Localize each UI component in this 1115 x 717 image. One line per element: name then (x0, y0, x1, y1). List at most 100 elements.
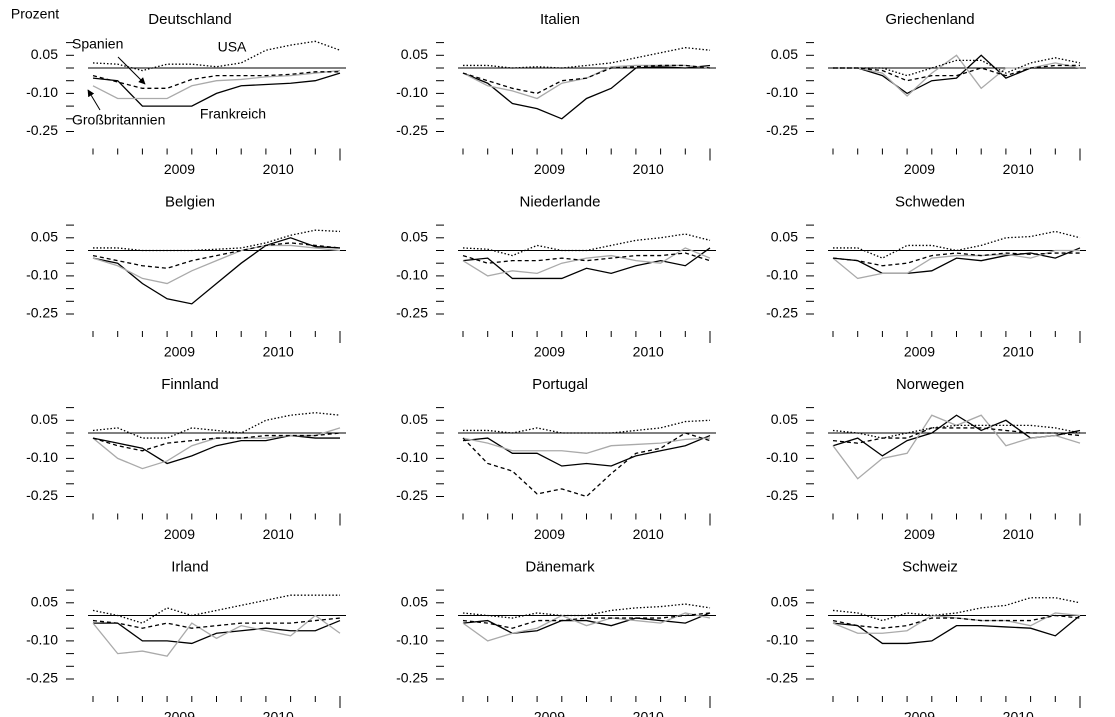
panel-title: Deutschland (148, 11, 231, 28)
annotation: USA (218, 39, 247, 55)
y-tick-label: -0.25 (396, 305, 428, 321)
y-tick-label: -0.10 (396, 84, 428, 100)
series-line (833, 64, 1080, 82)
series-line (463, 47, 711, 69)
series-line (462, 612, 711, 642)
y-tick-label: 0.05 (401, 229, 428, 245)
series-line (462, 603, 711, 619)
x-tick-label: 2009 (904, 344, 935, 360)
x-tick-label: 2009 (164, 526, 195, 542)
series-line (93, 619, 341, 645)
panel-title: Schweiz (902, 558, 958, 575)
series-line (92, 412, 341, 439)
x-tick-label: 2009 (164, 161, 195, 177)
y-tick-label: 0.05 (31, 594, 58, 610)
y-tick-label: 0.05 (771, 229, 798, 245)
x-tick-label: 2010 (263, 526, 294, 542)
series-line (463, 419, 711, 434)
series-line (92, 69, 341, 100)
y-tick-label: -0.10 (766, 632, 798, 648)
series-line (833, 57, 1081, 77)
y-tick-label: -0.25 (396, 487, 428, 503)
panel-title: Norwegen (896, 376, 964, 393)
x-tick-label: 2010 (633, 344, 664, 360)
x-tick-label: 2010 (263, 709, 294, 717)
annotation-arrow (117, 56, 146, 85)
y-tick-label: -0.10 (26, 267, 58, 283)
y-tick-label: 0.05 (31, 411, 58, 427)
x-tick-label: 2010 (1003, 344, 1034, 360)
annotation: Frankreich (200, 106, 266, 122)
series-line (462, 252, 711, 264)
series-line (462, 437, 711, 454)
y-tick-label: -0.10 (396, 632, 428, 648)
series-line (833, 54, 1081, 97)
y-tick-label: -0.25 (766, 487, 798, 503)
y-tick-label: -0.25 (766, 670, 798, 686)
series-line (93, 229, 341, 252)
series-line (832, 612, 1081, 634)
annotation: Prozent (11, 6, 59, 22)
series-line (832, 247, 1081, 275)
series-line (832, 424, 1081, 439)
series-line (832, 414, 1081, 480)
panel-title: Schweden (895, 193, 965, 210)
y-tick-label: -0.25 (766, 305, 798, 321)
y-tick-label: 0.05 (401, 46, 428, 62)
series-line (462, 64, 711, 120)
series-line (462, 64, 711, 95)
y-tick-label: -0.10 (396, 449, 428, 465)
y-tick-label: -0.25 (26, 122, 58, 138)
panel-title: Finnland (161, 376, 219, 393)
series-line (462, 612, 711, 634)
y-tick-label: 0.05 (401, 594, 428, 610)
x-tick-label: 2010 (263, 344, 294, 360)
x-tick-label: 2010 (263, 161, 294, 177)
series-line (92, 432, 341, 452)
y-tick-label: -0.25 (26, 305, 58, 321)
x-tick-label: 2009 (534, 709, 565, 717)
y-tick-label: -0.25 (396, 122, 428, 138)
y-tick-label: -0.10 (766, 267, 798, 283)
x-tick-label: 2009 (164, 344, 195, 360)
series-line (92, 40, 341, 72)
x-tick-label: 2010 (633, 526, 664, 542)
y-tick-label: -0.10 (766, 449, 798, 465)
y-tick-label: -0.10 (26, 632, 58, 648)
series-line (92, 242, 341, 269)
series-line (832, 427, 1081, 444)
x-tick-label: 2010 (633, 709, 664, 717)
y-tick-label: -0.25 (26, 670, 58, 686)
series-line (92, 617, 341, 629)
series-line (462, 434, 711, 467)
y-tick-label: -0.25 (766, 122, 798, 138)
series-line (462, 233, 711, 257)
x-tick-label: 2009 (534, 344, 565, 360)
x-tick-label: 2009 (904, 709, 935, 717)
series-line (833, 54, 1080, 95)
y-tick-label: 0.05 (31, 229, 58, 245)
series-line (833, 230, 1081, 259)
y-tick-label: 0.05 (31, 46, 58, 62)
x-tick-label: 2009 (904, 526, 935, 542)
y-tick-label: -0.25 (26, 487, 58, 503)
y-tick-label: -0.10 (26, 449, 58, 465)
y-tick-label: 0.05 (771, 46, 798, 62)
series-line (92, 237, 341, 305)
x-tick-label: 2009 (534, 161, 565, 177)
series-line (462, 432, 711, 498)
panel-title: Italien (540, 11, 580, 28)
x-tick-label: 2010 (633, 161, 664, 177)
x-tick-label: 2009 (904, 161, 935, 177)
series-line (92, 594, 340, 624)
series-line (92, 614, 341, 657)
y-tick-label: -0.10 (766, 84, 798, 100)
panel-title: Irland (171, 558, 209, 575)
x-tick-label: 2009 (164, 709, 195, 717)
series-line (832, 249, 1080, 280)
annotation-arrow (87, 89, 101, 111)
y-tick-label: -0.10 (396, 267, 428, 283)
y-tick-label: 0.05 (401, 411, 428, 427)
y-tick-label: 0.05 (771, 411, 798, 427)
